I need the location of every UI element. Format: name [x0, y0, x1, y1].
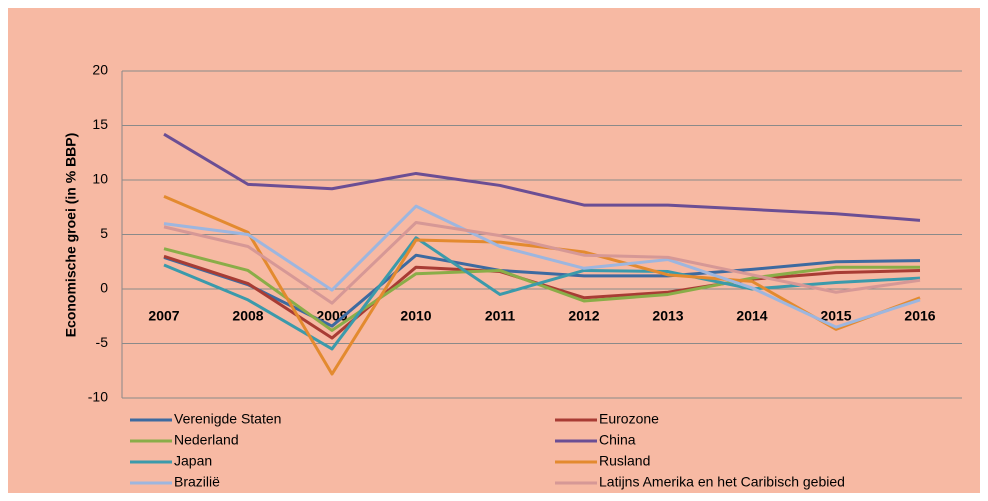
legend-label: Rusland	[599, 453, 650, 469]
y-tick-label: -5	[96, 334, 109, 350]
line-series	[163, 236, 921, 351]
x-tick-label: 2010	[400, 308, 431, 324]
line-series	[163, 204, 921, 329]
y-tick-label: 10	[92, 171, 108, 187]
legend-label: Nederland	[174, 432, 239, 448]
line-series	[163, 221, 921, 305]
x-tick-label: 2007	[148, 308, 179, 324]
legend-label: Verenigde Staten	[174, 411, 281, 427]
line-series	[163, 194, 921, 376]
x-tick-label: 2011	[485, 308, 516, 324]
x-tick-label: 2015	[820, 308, 851, 324]
legend-label: Japan	[174, 453, 212, 469]
y-tick-label: 15	[92, 116, 108, 132]
legend-label: Latijns Amerika en het Caribisch gebied	[599, 474, 845, 490]
x-tick-label: 2013	[652, 308, 683, 324]
x-tick-label: 2012	[568, 308, 599, 324]
y-axis-title: Economische groei (in % BBP)	[63, 133, 79, 338]
legend-label: China	[599, 432, 636, 448]
x-tick-label: 2014	[736, 308, 767, 324]
y-tick-label: 20	[92, 62, 108, 78]
legend-label: Braziliё	[174, 474, 220, 490]
legend-label: Eurozone	[599, 411, 659, 427]
x-tick-label: 2016	[904, 308, 935, 324]
y-tick-label: -10	[88, 389, 108, 405]
y-tick-label: 5	[100, 225, 108, 241]
x-tick-label: 2008	[232, 308, 263, 324]
y-tick-label: 0	[100, 280, 108, 296]
line-series	[163, 132, 921, 222]
